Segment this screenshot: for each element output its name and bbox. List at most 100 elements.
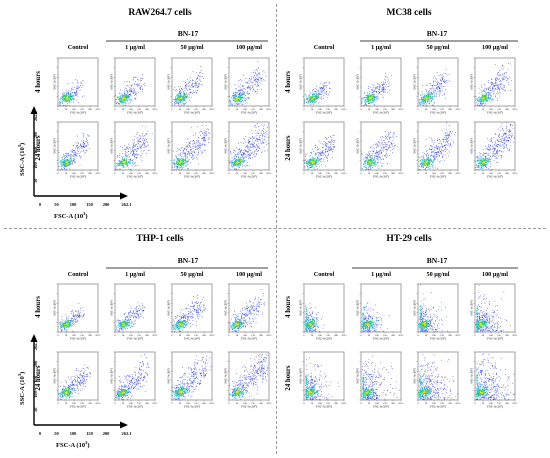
mini-x-tick-label: 200	[259, 109, 263, 111]
mini-x-tick-label: 50	[179, 403, 182, 405]
density-plot: 0 50 100 150 200 262.1 FSC-A (10³) SSC-A (10³)	[412, 121, 461, 179]
mini-x-tick-label: 200	[505, 335, 509, 337]
key-x-tick-label: 50	[54, 431, 59, 436]
density-plot: 0 50 100 150 200 262.1 FSC-A (10³) SSC-A (10³)	[109, 121, 158, 179]
mini-y-axis-label: SSC-A (10³)	[166, 138, 170, 153]
mini-x-tick-label: 100	[243, 335, 247, 337]
mini-x-tick-label: 0	[417, 109, 419, 111]
mini-y-axis-label: SSC-A (10³)	[469, 300, 473, 315]
mini-x-tick-label: 150	[194, 335, 198, 337]
mini-x-tick-label: 50	[122, 335, 125, 337]
mini-x-tick-label: 150	[383, 173, 387, 175]
mini-x-tick-label: 50	[236, 109, 239, 111]
mini-x-tick-label: 100	[129, 109, 133, 111]
mini-x-tick-label: 50	[425, 173, 428, 175]
mini-y-axis-label: SSC-A (10³)	[166, 300, 170, 315]
mini-y-axis-label: SSC-A (10³)	[52, 300, 56, 315]
mini-x-tick-label: 262.1	[341, 173, 347, 175]
density-plot: 0 50 100 150 200 262.1 FSC-A (10³) SSC-A (10³)	[355, 351, 404, 409]
mini-x-tick-label: 100	[186, 403, 190, 405]
mini-x-tick-label: 262.1	[398, 109, 404, 111]
column-label: Control	[68, 271, 89, 278]
treatment-label-thp1: BN-17	[178, 256, 199, 265]
mini-x-tick-label: 50	[482, 173, 485, 175]
mini-x-tick-label: 100	[432, 109, 436, 111]
plot-events	[304, 302, 325, 332]
mini-x-tick-label: 150	[497, 173, 501, 175]
mini-y-axis-label: SSC-A (10³)	[109, 368, 113, 383]
mini-x-tick-label: 0	[114, 109, 116, 111]
density-plot: 0 50 100 150 200 262.1 FSC-A (10³) SSC-A (10³)	[223, 121, 272, 179]
plot-events	[361, 131, 398, 170]
mini-x-tick-label: 262.1	[95, 403, 101, 405]
mini-x-tick-label: 0	[360, 109, 362, 111]
mini-x-axis-label: FSC-A (10³)	[241, 337, 256, 341]
mini-x-tick-label: 200	[448, 173, 452, 175]
mini-x-tick-label: 100	[375, 109, 379, 111]
mini-y-axis-label: SSC-A (10³)	[355, 74, 359, 89]
key-y-tick-label: 50	[33, 178, 38, 183]
plot-events	[115, 302, 145, 332]
mini-x-tick-label: 0	[417, 335, 419, 337]
mini-x-tick-label: 262.1	[95, 335, 101, 337]
mini-x-tick-label: 150	[497, 335, 501, 337]
plot-events	[172, 295, 207, 332]
mini-x-tick-label: 0	[114, 335, 116, 337]
column-label: 50 μg/ml	[427, 44, 450, 51]
mini-x-tick-label: 100	[72, 109, 76, 111]
mini-x-axis-label: FSC-A (10³)	[241, 405, 256, 409]
density-plot: 0 50 100 150 200 262.1 FSC-A (10³) SSC-A (10³)	[355, 283, 404, 341]
mini-x-tick-label: 100	[489, 173, 493, 175]
key-y-label: SSC-A (103)	[17, 143, 26, 176]
plot-events	[172, 124, 211, 170]
mini-x-tick-label: 200	[202, 335, 206, 337]
mini-x-tick-label: 200	[259, 403, 263, 405]
mini-x-tick-label: 0	[57, 335, 59, 337]
mini-y-axis-label: SSC-A (10³)	[298, 300, 302, 315]
mini-x-tick-label: 100	[375, 335, 379, 337]
column-label: 100 μg/ml	[482, 271, 508, 278]
density-plot: 0 50 100 150 200 262.1 FSC-A (10³) SSC-A (10³)	[52, 351, 101, 409]
density-plot: 0 50 100 150 200 262.1 FSC-A (10³) SSC-A (10³)	[469, 57, 518, 115]
column-label: 1 μg/ml	[125, 44, 145, 51]
mini-x-tick-label: 200	[88, 335, 92, 337]
plot-events	[172, 66, 205, 106]
mini-x-tick-label: 262.1	[512, 173, 518, 175]
mini-x-tick-label: 262.1	[341, 109, 347, 111]
mini-x-axis-label: FSC-A (10³)	[373, 111, 388, 115]
mini-x-tick-label: 200	[145, 173, 149, 175]
mini-x-axis-label: FSC-A (10³)	[487, 175, 502, 179]
density-plot: 0 50 100 150 200 262.1 FSC-A (10³) SSC-A (10³)	[298, 351, 347, 409]
mini-x-tick-label: 100	[129, 173, 133, 175]
mini-x-axis-label: FSC-A (10³)	[127, 175, 142, 179]
plot-events	[304, 135, 336, 170]
mini-x-tick-label: 50	[236, 335, 239, 337]
mini-x-axis-label: FSC-A (10³)	[430, 337, 445, 341]
mini-x-tick-label: 200	[88, 173, 92, 175]
mini-x-tick-label: 50	[236, 173, 239, 175]
density-plot: 0 50 100 150 200 262.1 FSC-A (10³) SSC-A (10³)	[52, 283, 101, 341]
mini-y-axis-label: SSC-A (10³)	[469, 368, 473, 383]
key-y-label: SSC-A (103)	[17, 372, 26, 405]
mini-x-tick-label: 200	[88, 109, 92, 111]
mini-x-tick-label: 100	[72, 173, 76, 175]
mini-x-tick-label: 262.1	[512, 335, 518, 337]
mini-x-tick-label: 262.1	[455, 109, 461, 111]
plot-frame	[417, 57, 459, 107]
mini-x-tick-label: 150	[383, 109, 387, 111]
key-x-tick-label: 0	[39, 202, 42, 207]
density-plot: 0 50 100 150 200 262.1 FSC-A (10³) SSC-A (10³)	[223, 283, 272, 341]
mini-y-axis-label: SSC-A (10³)	[52, 138, 56, 153]
key-x-tick-label: 50	[54, 202, 59, 207]
mini-x-axis-label: FSC-A (10³)	[70, 175, 85, 179]
column-label: 1 μg/ml	[125, 271, 145, 278]
mini-x-tick-label: 100	[432, 173, 436, 175]
mini-x-tick-label: 50	[122, 173, 125, 175]
key-y-tick-label: 200	[33, 131, 38, 138]
mini-x-tick-label: 262.1	[152, 403, 158, 405]
key-x-tick-label: 262.1	[122, 202, 132, 207]
column-label: 50 μg/ml	[181, 44, 204, 51]
mini-x-tick-label: 50	[482, 109, 485, 111]
mini-x-tick-label: 0	[474, 109, 476, 111]
key-x-tick-label: 262.1	[122, 431, 132, 436]
